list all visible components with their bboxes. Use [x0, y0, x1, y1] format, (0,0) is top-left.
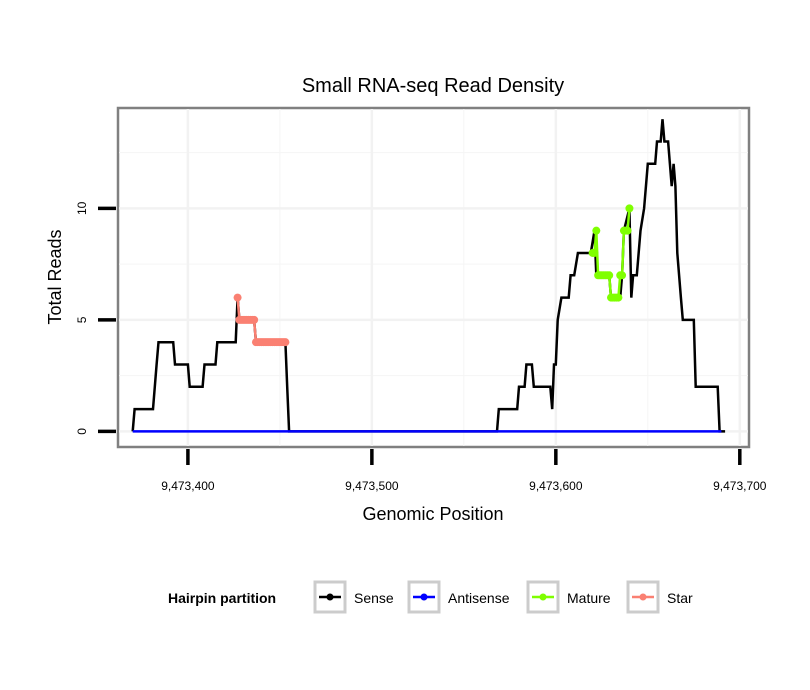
- data-point-mature: [618, 271, 627, 280]
- series-layer: [131, 119, 726, 433]
- legend: Hairpin partition Sense Antisense Mature St…: [168, 580, 693, 614]
- legend-key-point: [639, 593, 647, 601]
- data-point-mature: [605, 271, 614, 280]
- legend-title: Hairpin partition: [168, 590, 276, 606]
- y-axis: 0 5 10: [75, 201, 116, 435]
- data-point-star: [250, 315, 259, 324]
- data-point-mature: [590, 248, 599, 257]
- y-tick-label: 0: [75, 428, 89, 435]
- data-point-mature: [592, 226, 601, 235]
- legend-key-point: [420, 593, 428, 601]
- x-axis: 9,473,400 9,473,500 9,473,600 9,473,700: [161, 449, 767, 493]
- y-tick-label: 5: [75, 316, 89, 323]
- series-line-sense: [131, 119, 726, 433]
- data-point-star: [281, 338, 290, 347]
- data-point-mature: [614, 293, 623, 302]
- data-point-mature: [625, 204, 634, 213]
- legend-label: Mature: [567, 590, 611, 606]
- y-tick-label: 10: [75, 201, 89, 215]
- legend-item-star: Star: [626, 580, 693, 614]
- legend-label: Star: [667, 590, 693, 606]
- x-axis-title: Genomic Position: [362, 504, 503, 524]
- legend-label: Sense: [354, 590, 394, 606]
- x-tick-label: 9,473,600: [529, 479, 583, 493]
- x-tick-label: 9,473,400: [161, 479, 215, 493]
- chart-title: Small RNA-seq Read Density: [302, 75, 564, 97]
- legend-item-sense: Sense: [313, 580, 394, 614]
- legend-key-point: [539, 593, 547, 601]
- legend-key-point: [326, 593, 334, 601]
- data-point-star: [233, 293, 242, 302]
- legend-label: Antisense: [448, 590, 510, 606]
- legend-item-antisense: Antisense: [407, 580, 510, 614]
- x-tick-label: 9,473,500: [345, 479, 399, 493]
- x-tick-label: 9,473,700: [713, 479, 767, 493]
- y-axis-title: Total Reads: [45, 229, 65, 324]
- plot-panel: [116, 106, 751, 449]
- legend-item-mature: Mature: [526, 580, 611, 614]
- data-point-mature: [623, 226, 632, 235]
